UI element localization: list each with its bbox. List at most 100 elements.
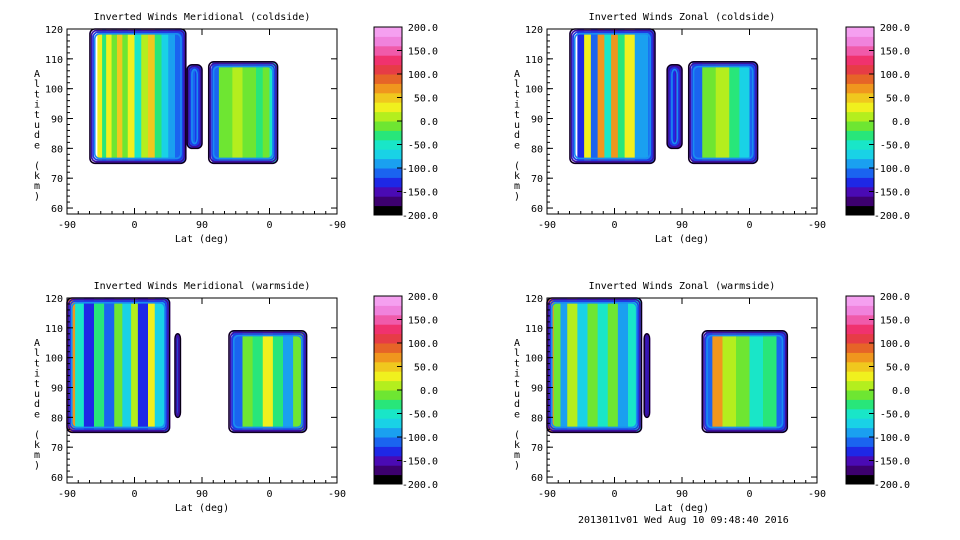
contour-line — [191, 68, 198, 145]
y-tick-label: 110 — [45, 324, 63, 335]
wind-band — [232, 298, 244, 433]
colorbar-swatch — [374, 296, 402, 306]
contour-line — [92, 31, 184, 161]
wind-band — [161, 29, 169, 164]
contour-line — [704, 333, 785, 430]
colorbar-swatch — [846, 437, 874, 447]
colorbar-label: 50.0 — [414, 94, 438, 105]
panel-2: Inverted Winds Zonal (coldside) -90 0 90 0 -9… — [514, 12, 910, 245]
wind-band — [634, 29, 649, 164]
y-tick-label: 60 — [51, 204, 63, 215]
contour-line — [644, 334, 649, 417]
colorbar-swatch — [846, 314, 874, 325]
y-tick-label: 100 — [45, 354, 63, 365]
colorbar-label: 50.0 — [414, 363, 438, 374]
contour-line — [93, 32, 182, 160]
contour-line — [187, 65, 202, 148]
wind-band — [218, 29, 227, 164]
colorbar-label: -200.0 — [874, 480, 910, 491]
colorbar-swatch — [374, 55, 402, 66]
colorbar-swatch — [374, 333, 402, 344]
contour-line — [231, 333, 305, 430]
wind-band — [75, 298, 85, 433]
wind-band — [617, 29, 626, 164]
wind-band — [262, 298, 274, 433]
y-tick-label: 120 — [525, 294, 543, 305]
colorbar-swatch — [846, 27, 874, 37]
colorbar-label: 200.0 — [880, 292, 910, 303]
colorbar-label: 150.0 — [408, 47, 438, 58]
colorbar-swatch — [374, 446, 402, 457]
colorbar-label: -50.0 — [880, 141, 910, 152]
y-tick-label: 100 — [525, 354, 543, 365]
x-tick-label: -90 — [808, 220, 826, 231]
colorbar-swatch — [846, 305, 874, 316]
panel-3: Inverted Winds Meridional (warmside) -90 0… — [34, 281, 438, 514]
colorbar-swatch — [374, 465, 402, 476]
colorbar-swatch — [374, 418, 402, 429]
contour-line — [550, 301, 638, 429]
colorbar-swatch — [374, 130, 402, 141]
wind-band — [577, 298, 589, 433]
wind-band — [256, 29, 264, 164]
colorbar-swatch — [846, 380, 874, 391]
colorbar-swatch — [846, 149, 874, 160]
wind-band — [104, 298, 115, 433]
x-tick-label: -90 — [328, 489, 346, 500]
colorbar-label: -50.0 — [408, 141, 438, 152]
colorbar-label: 50.0 — [886, 363, 910, 374]
wind-band — [141, 29, 149, 164]
wind-band — [763, 298, 778, 433]
colorbar-swatch — [846, 139, 874, 150]
contour-outline — [208, 61, 278, 164]
contour-outline — [186, 64, 203, 149]
wind-band — [106, 29, 113, 164]
wind-band — [712, 298, 724, 433]
colorbar-swatch — [374, 314, 402, 325]
wind-band — [604, 29, 612, 164]
x-tick-label: 90 — [196, 489, 208, 500]
contour-line — [229, 331, 306, 432]
colorbar-label: -150.0 — [874, 188, 910, 199]
y-tick-label: 120 — [45, 294, 63, 305]
x-tick-label: 0 — [746, 220, 752, 231]
wind-band — [148, 29, 156, 164]
y-tick-label: 80 — [51, 144, 63, 155]
y-tick-label: 70 — [531, 443, 543, 454]
wind-band — [242, 29, 257, 164]
colorbar-label: -150.0 — [402, 188, 438, 199]
y-tick-label: 110 — [45, 55, 63, 66]
colorbar-label: 0.0 — [892, 117, 910, 128]
colorbar-swatch — [846, 196, 874, 207]
y-tick-label: 60 — [531, 204, 543, 215]
contour-line — [90, 29, 186, 163]
colorbar-label: 0.0 — [420, 117, 438, 128]
contour-outline — [688, 61, 758, 164]
colorbar-label: 0.0 — [420, 386, 438, 397]
x-tick-label: 0 — [131, 489, 137, 500]
colorbar-swatch — [374, 371, 402, 382]
contour-line — [572, 31, 653, 161]
colorbar-swatch — [846, 455, 874, 466]
x-axis-label: Lat (deg) — [655, 234, 709, 245]
y-tick-label: 90 — [531, 115, 543, 126]
colorbar-label: 100.0 — [408, 339, 438, 350]
colorbar-swatch — [374, 27, 402, 37]
colorbar-swatch — [374, 111, 402, 122]
plot-title: Inverted Winds Meridional (warmside) — [94, 281, 311, 292]
colorbar-label: 200.0 — [880, 23, 910, 34]
contour-line — [209, 62, 277, 163]
colorbar-swatch — [374, 139, 402, 150]
colorbar-swatch — [374, 64, 402, 75]
contour-line — [669, 67, 680, 146]
colorbar-swatch — [374, 186, 402, 197]
wind-band — [116, 29, 123, 164]
contour-line — [212, 65, 274, 160]
wind-band — [154, 29, 163, 164]
x-tick-label: -90 — [808, 489, 826, 500]
colorbar-label: -150.0 — [874, 457, 910, 468]
colorbar-swatch — [846, 296, 874, 306]
colorbar-swatch — [846, 390, 874, 400]
